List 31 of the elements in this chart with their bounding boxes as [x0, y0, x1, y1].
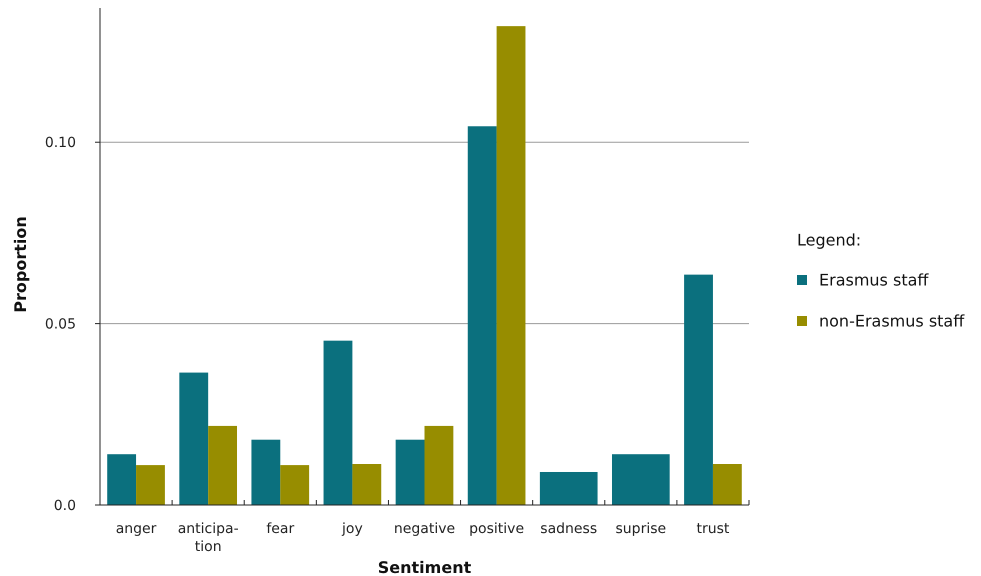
legend-label: non-Erasmus staff — [819, 312, 966, 331]
bar — [424, 426, 454, 505]
x-tick-label: anger — [116, 521, 157, 537]
x-tick-label: positive — [469, 521, 524, 537]
y-tick-label: 0.0 — [54, 498, 76, 514]
x-tick-label: suprise — [616, 521, 666, 537]
legend-title: Legend: — [797, 230, 862, 250]
legend-label: Erasmus staff — [819, 270, 930, 290]
bar — [468, 126, 497, 505]
bar — [136, 465, 165, 505]
y-tick-label: 0.05 — [44, 316, 76, 333]
bar — [496, 26, 526, 505]
bar — [324, 340, 352, 505]
y-tick-label: 0.10 — [44, 135, 76, 152]
bar — [352, 464, 382, 505]
x-axis-title: Sentiment — [378, 558, 472, 576]
bar — [179, 372, 208, 505]
x-tick-label: fear — [266, 521, 294, 537]
bar — [208, 426, 238, 505]
bar — [280, 465, 310, 505]
bar — [684, 274, 713, 505]
x-tick-label: joy — [341, 521, 363, 537]
bar — [107, 454, 136, 505]
x-tick-label: trust — [696, 521, 730, 537]
y-axis-title: Proportion — [11, 216, 30, 313]
bar — [396, 440, 424, 505]
bar — [712, 464, 742, 505]
bar — [251, 440, 280, 505]
x-tick-label: anticipa-tion — [178, 521, 239, 555]
x-tick-label: sadness — [540, 521, 598, 537]
x-tick-label: negative — [394, 521, 456, 537]
